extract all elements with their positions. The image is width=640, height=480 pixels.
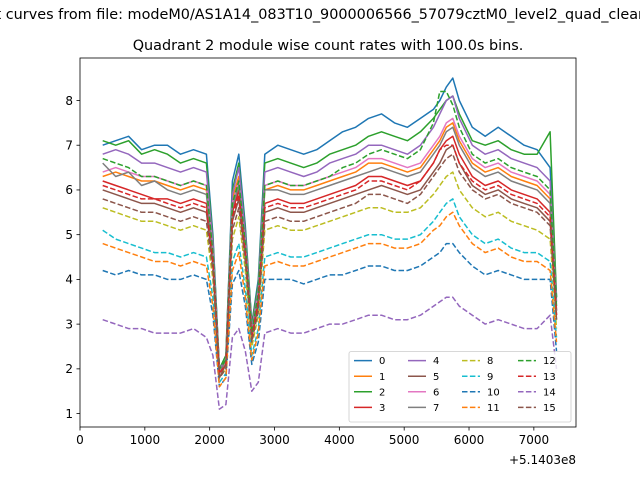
axes-frame <box>79 57 577 428</box>
legend-label-1: 1 <box>379 372 385 383</box>
legend-label-6: 6 <box>433 387 439 398</box>
series-line-2 <box>102 95 558 370</box>
series-line-3 <box>102 135 558 375</box>
x-tick-label: 3000 <box>259 433 290 447</box>
legend-label-0: 0 <box>379 356 385 367</box>
y-tick-label: 5 <box>65 228 73 242</box>
legend-label-13: 13 <box>543 372 556 383</box>
legend-label-15: 15 <box>543 403 556 414</box>
series-line-8 <box>102 171 558 379</box>
legend-label-4: 4 <box>433 356 439 367</box>
legend-label-5: 5 <box>433 372 439 383</box>
series-line-4 <box>102 95 558 370</box>
legend-label-3: 3 <box>379 403 385 414</box>
y-tick-label: 8 <box>65 94 73 108</box>
series-line-11 <box>102 211 558 388</box>
y-tick-label: 1 <box>65 407 73 421</box>
x-tick-label: 0 <box>76 433 84 447</box>
x-tick-label: 1000 <box>130 433 161 447</box>
plot-area <box>102 77 558 410</box>
series-line-7 <box>102 126 558 375</box>
legend-label-9: 9 <box>487 372 493 383</box>
figure-suptitle: Light curves from file: modeM0/AS1A14_08… <box>0 7 640 23</box>
series-line-5 <box>102 144 558 379</box>
legend-label-12: 12 <box>543 356 556 367</box>
x-axis-offset-label: +5.1403e8 <box>509 453 576 467</box>
y-tick-label: 6 <box>65 183 73 197</box>
legend-label-10: 10 <box>487 387 500 398</box>
x-tick-label: 5000 <box>389 433 420 447</box>
x-axis-ticks: 0 1000 2000 3000 4000 5000 6000 7000 <box>76 427 549 447</box>
series-line-14 <box>102 296 558 410</box>
series-line-15 <box>102 153 558 379</box>
legend-label-7: 7 <box>433 403 439 414</box>
y-axis-ticks: 1 2 3 4 5 6 7 8 <box>65 94 80 421</box>
series-line-9 <box>102 198 558 384</box>
x-tick-label: 7000 <box>519 433 550 447</box>
series-line-10 <box>102 242 558 388</box>
y-tick-label: 4 <box>65 273 73 287</box>
series-line-0 <box>102 77 558 370</box>
y-tick-label: 2 <box>65 362 73 376</box>
x-tick-label: 2000 <box>194 433 225 447</box>
legend-label-2: 2 <box>379 387 385 398</box>
y-tick-label: 7 <box>65 139 73 153</box>
x-tick-label: 6000 <box>454 433 485 447</box>
legend-label-14: 14 <box>543 387 556 398</box>
legend-label-11: 11 <box>487 403 500 414</box>
series-line-13 <box>102 144 558 375</box>
plot-title: Quadrant 2 module wise count rates with … <box>133 38 524 54</box>
legend-box <box>348 351 572 423</box>
series-line-12 <box>102 90 558 370</box>
series-line-1 <box>102 122 558 375</box>
legend-label-8: 8 <box>487 356 493 367</box>
y-tick-label: 3 <box>65 317 73 331</box>
x-tick-label: 4000 <box>324 433 355 447</box>
